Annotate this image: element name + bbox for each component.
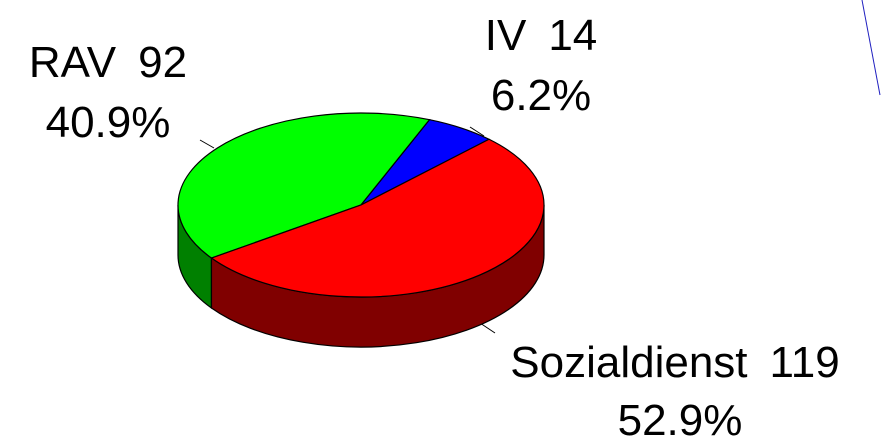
- percent-label: 40.9%: [46, 98, 171, 147]
- value-label: 119: [770, 338, 840, 387]
- leader-line: [479, 322, 496, 334]
- data-label: IV 14: [485, 11, 598, 60]
- category-name: Sozialdienst: [510, 338, 747, 387]
- value-label: 14: [548, 11, 597, 60]
- leader-line: [469, 126, 485, 137]
- category-name: RAV: [29, 38, 117, 87]
- slice: [210, 138, 545, 298]
- leader-line: [199, 139, 215, 149]
- stray-line: [861, 0, 881, 96]
- value-label: 92: [138, 38, 187, 87]
- data-label: Sozialdienst 119: [510, 338, 839, 387]
- percent-label: 52.9%: [618, 396, 743, 445]
- percent-label: 6.2%: [491, 71, 591, 120]
- slice: [177, 112, 431, 259]
- data-label: RAV 92: [29, 38, 187, 87]
- category-name: IV: [485, 11, 527, 60]
